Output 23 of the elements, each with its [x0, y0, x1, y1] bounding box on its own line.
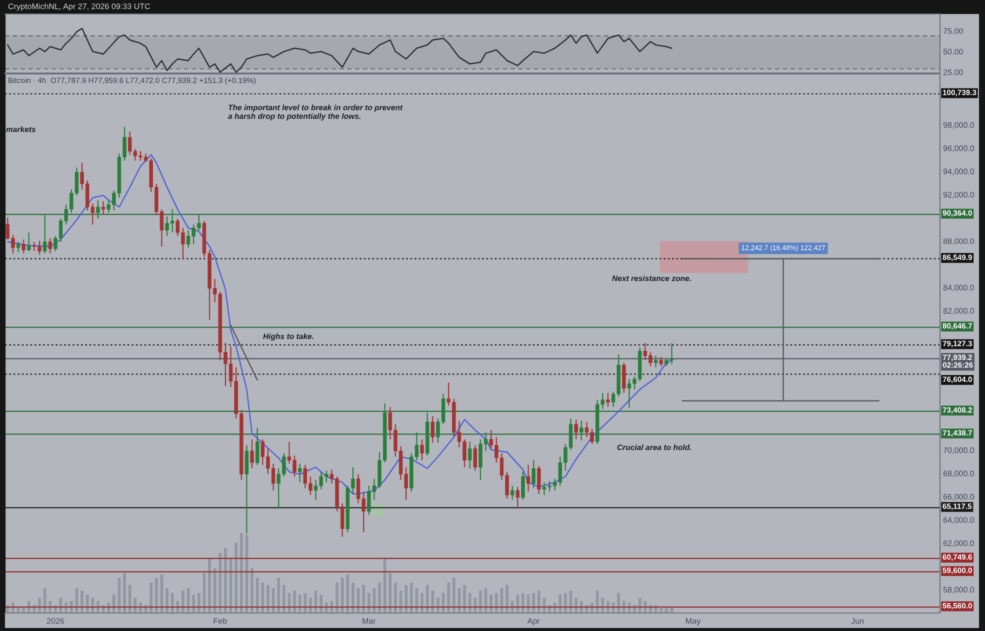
x-tick-label: Feb — [214, 618, 227, 624]
y-tick-label: 82,000.0 — [943, 308, 974, 315]
x-tick-label: 2026 — [46, 618, 64, 624]
y-tick-label: 92,000.0 — [943, 192, 974, 199]
y-tick-label: 88,000.0 — [943, 238, 974, 245]
y-tick-label: 98,000.0 — [943, 122, 974, 129]
y-tick-label: 25.00 — [943, 69, 963, 76]
y-tick-label: 50.00 — [943, 48, 963, 55]
y-tick-label: 68,000.0 — [943, 470, 974, 478]
y-tick-label: 64,000.0 — [943, 517, 974, 524]
y-tick-label: 62,000.0 — [943, 540, 974, 547]
y-tick-label: 84,000.0 — [943, 284, 974, 292]
y-tick-label: 58,000.0 — [943, 586, 974, 594]
text: CryptoMichNL, Apr 27, 2026 09:33 UTC — [8, 3, 150, 11]
y-tick-label: 96,000.0 — [943, 145, 974, 152]
x-tick-label: May — [686, 618, 701, 626]
x-tick-label: Apr — [527, 618, 540, 626]
y-tick-label: 70,000.0 — [943, 447, 974, 454]
y-tick-label: 75.00 — [943, 28, 963, 34]
y-tick-label: 66,000.0 — [943, 494, 974, 501]
x-tick-label: Jun — [851, 618, 864, 624]
x-tick-label: Mar — [362, 618, 376, 624]
y-tick-label: 94,000.0 — [943, 168, 974, 176]
